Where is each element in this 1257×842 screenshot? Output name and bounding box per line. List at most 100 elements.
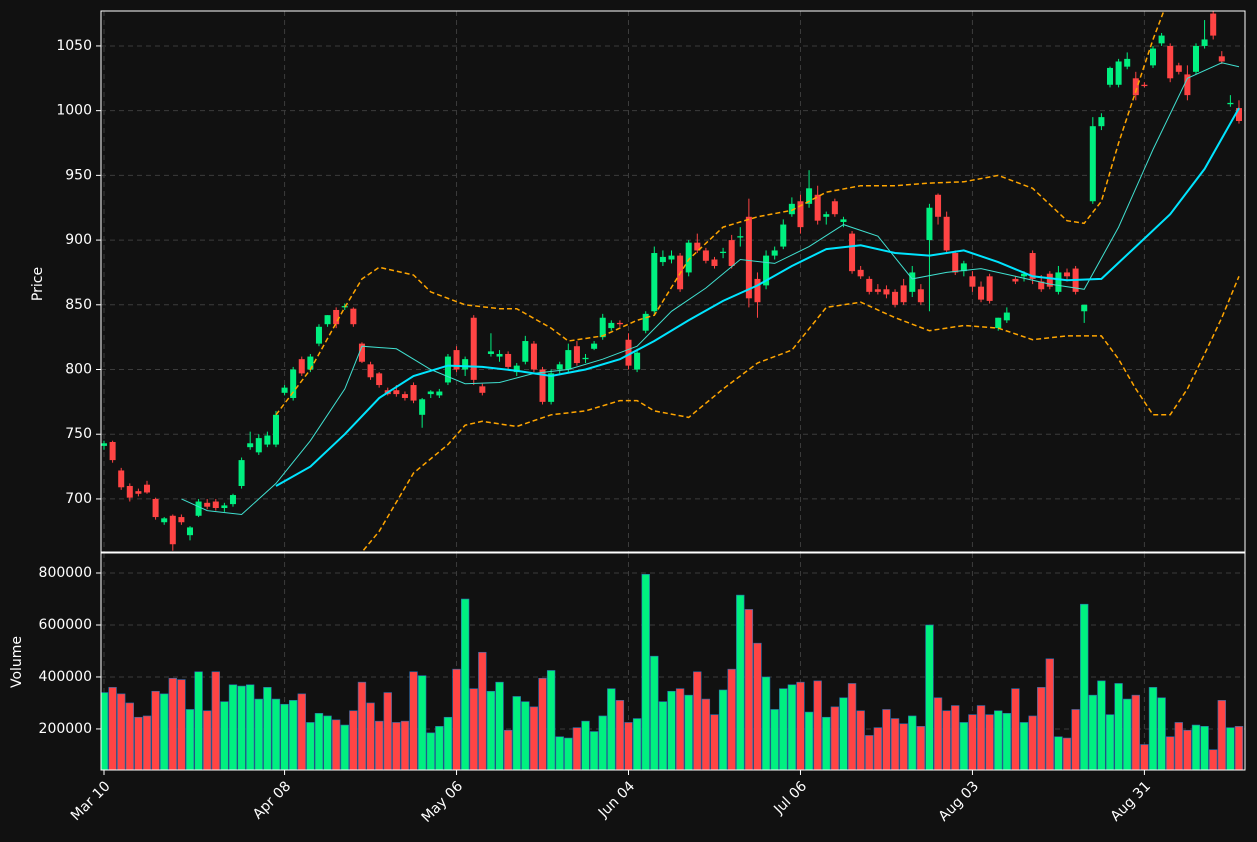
volume-bar	[366, 702, 375, 770]
candle-body	[315, 326, 322, 344]
candle-body	[668, 255, 675, 260]
candle-body	[204, 502, 211, 507]
candle-body	[1098, 117, 1105, 127]
volume-bar	[1080, 603, 1089, 770]
volume-bar	[555, 736, 564, 770]
volume-bar	[168, 677, 177, 770]
candle-body	[995, 317, 1002, 329]
candle-body	[126, 485, 133, 498]
volume-bar	[1097, 680, 1106, 770]
volume-bar	[142, 715, 152, 770]
candle-body	[169, 515, 176, 545]
candle-body	[101, 443, 108, 446]
volume-bar	[297, 693, 306, 770]
candle-body	[367, 364, 374, 378]
volume-bar	[890, 718, 900, 770]
volume-bar	[641, 574, 650, 770]
candle-body	[324, 315, 331, 325]
candle-body	[1124, 58, 1131, 67]
candle-body	[272, 414, 279, 445]
candle-body	[290, 369, 297, 398]
overlay-line	[181, 62, 1240, 516]
candle-body	[1012, 278, 1019, 282]
candle-body	[651, 253, 658, 312]
candle-body	[1046, 273, 1053, 287]
volume-bar	[1037, 687, 1046, 770]
candle-body	[548, 373, 555, 402]
candle-body	[427, 391, 434, 395]
volume-bar	[796, 681, 805, 770]
candle-body	[969, 276, 976, 287]
volume-bar	[1200, 726, 1209, 770]
volume-bar	[899, 723, 908, 770]
volume-bar	[529, 706, 539, 770]
volume-bar	[1054, 736, 1063, 770]
candle-body	[229, 495, 236, 505]
candle-body	[1003, 312, 1010, 321]
candle-body	[419, 399, 426, 415]
candle-body	[556, 364, 563, 370]
volume-bar	[865, 735, 874, 770]
volume-bar	[486, 690, 496, 770]
candle-body	[840, 219, 847, 222]
candle-body	[1192, 45, 1199, 72]
candle-body	[935, 194, 942, 217]
volume-bar	[1191, 724, 1201, 770]
candle-body	[1064, 272, 1071, 277]
price-frame	[100, 10, 1246, 553]
volume-bar	[254, 698, 263, 770]
candle-body	[1175, 65, 1182, 72]
volume-bar	[658, 701, 668, 770]
volume-bar	[349, 710, 358, 770]
volume-bar	[203, 710, 212, 770]
volume-bar	[779, 688, 788, 770]
volume-bar	[564, 737, 573, 770]
candle-body	[487, 351, 494, 354]
candle-body	[952, 253, 959, 273]
candle-body	[530, 343, 537, 370]
volume-bar	[736, 594, 745, 770]
volume-bar	[1217, 700, 1226, 770]
candle-body	[212, 501, 219, 508]
candle-body	[831, 201, 838, 215]
volume-bar	[1140, 744, 1149, 770]
volume-bar	[624, 722, 633, 770]
candle-body	[393, 390, 400, 395]
candle-body	[444, 356, 451, 383]
candle-body	[298, 359, 305, 374]
candle-body	[161, 518, 168, 523]
volume-bar	[667, 690, 676, 770]
volume-tick-label: 600000	[39, 617, 92, 633]
volume-bar	[340, 724, 349, 770]
volume-bar	[632, 718, 642, 770]
volume-bar	[1166, 736, 1175, 770]
volume-bar	[1234, 726, 1244, 770]
volume-bar	[753, 642, 762, 770]
volume-bar	[572, 727, 582, 770]
volume-bar	[409, 671, 418, 770]
volume-bar	[263, 687, 272, 770]
candle-body	[1218, 56, 1225, 62]
volume-bar	[1002, 713, 1011, 770]
volume-bar	[710, 714, 719, 770]
volume-bar	[985, 714, 994, 770]
volume-bar	[151, 690, 160, 770]
candle-body	[986, 276, 993, 301]
volume-bar	[357, 681, 367, 770]
volume-bar	[1183, 729, 1192, 770]
candle-body	[1132, 78, 1139, 96]
y-tick-label: 850	[65, 297, 92, 313]
candle-body	[522, 341, 529, 362]
volume-bar	[521, 701, 530, 770]
candle-body	[358, 343, 365, 362]
candle-body	[1201, 39, 1208, 46]
candle-body	[874, 289, 881, 292]
candle-body	[1210, 13, 1217, 36]
candle-body	[1184, 74, 1191, 96]
candle-body	[685, 242, 692, 273]
candle-body	[453, 350, 460, 370]
volume-axis-label: Volume	[9, 636, 25, 688]
volume-bar	[1148, 687, 1158, 770]
candle-body	[281, 387, 288, 393]
